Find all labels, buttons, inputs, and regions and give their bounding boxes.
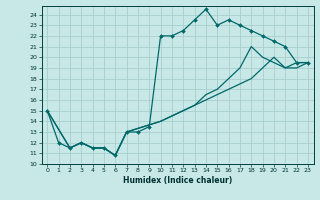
X-axis label: Humidex (Indice chaleur): Humidex (Indice chaleur) (123, 176, 232, 185)
